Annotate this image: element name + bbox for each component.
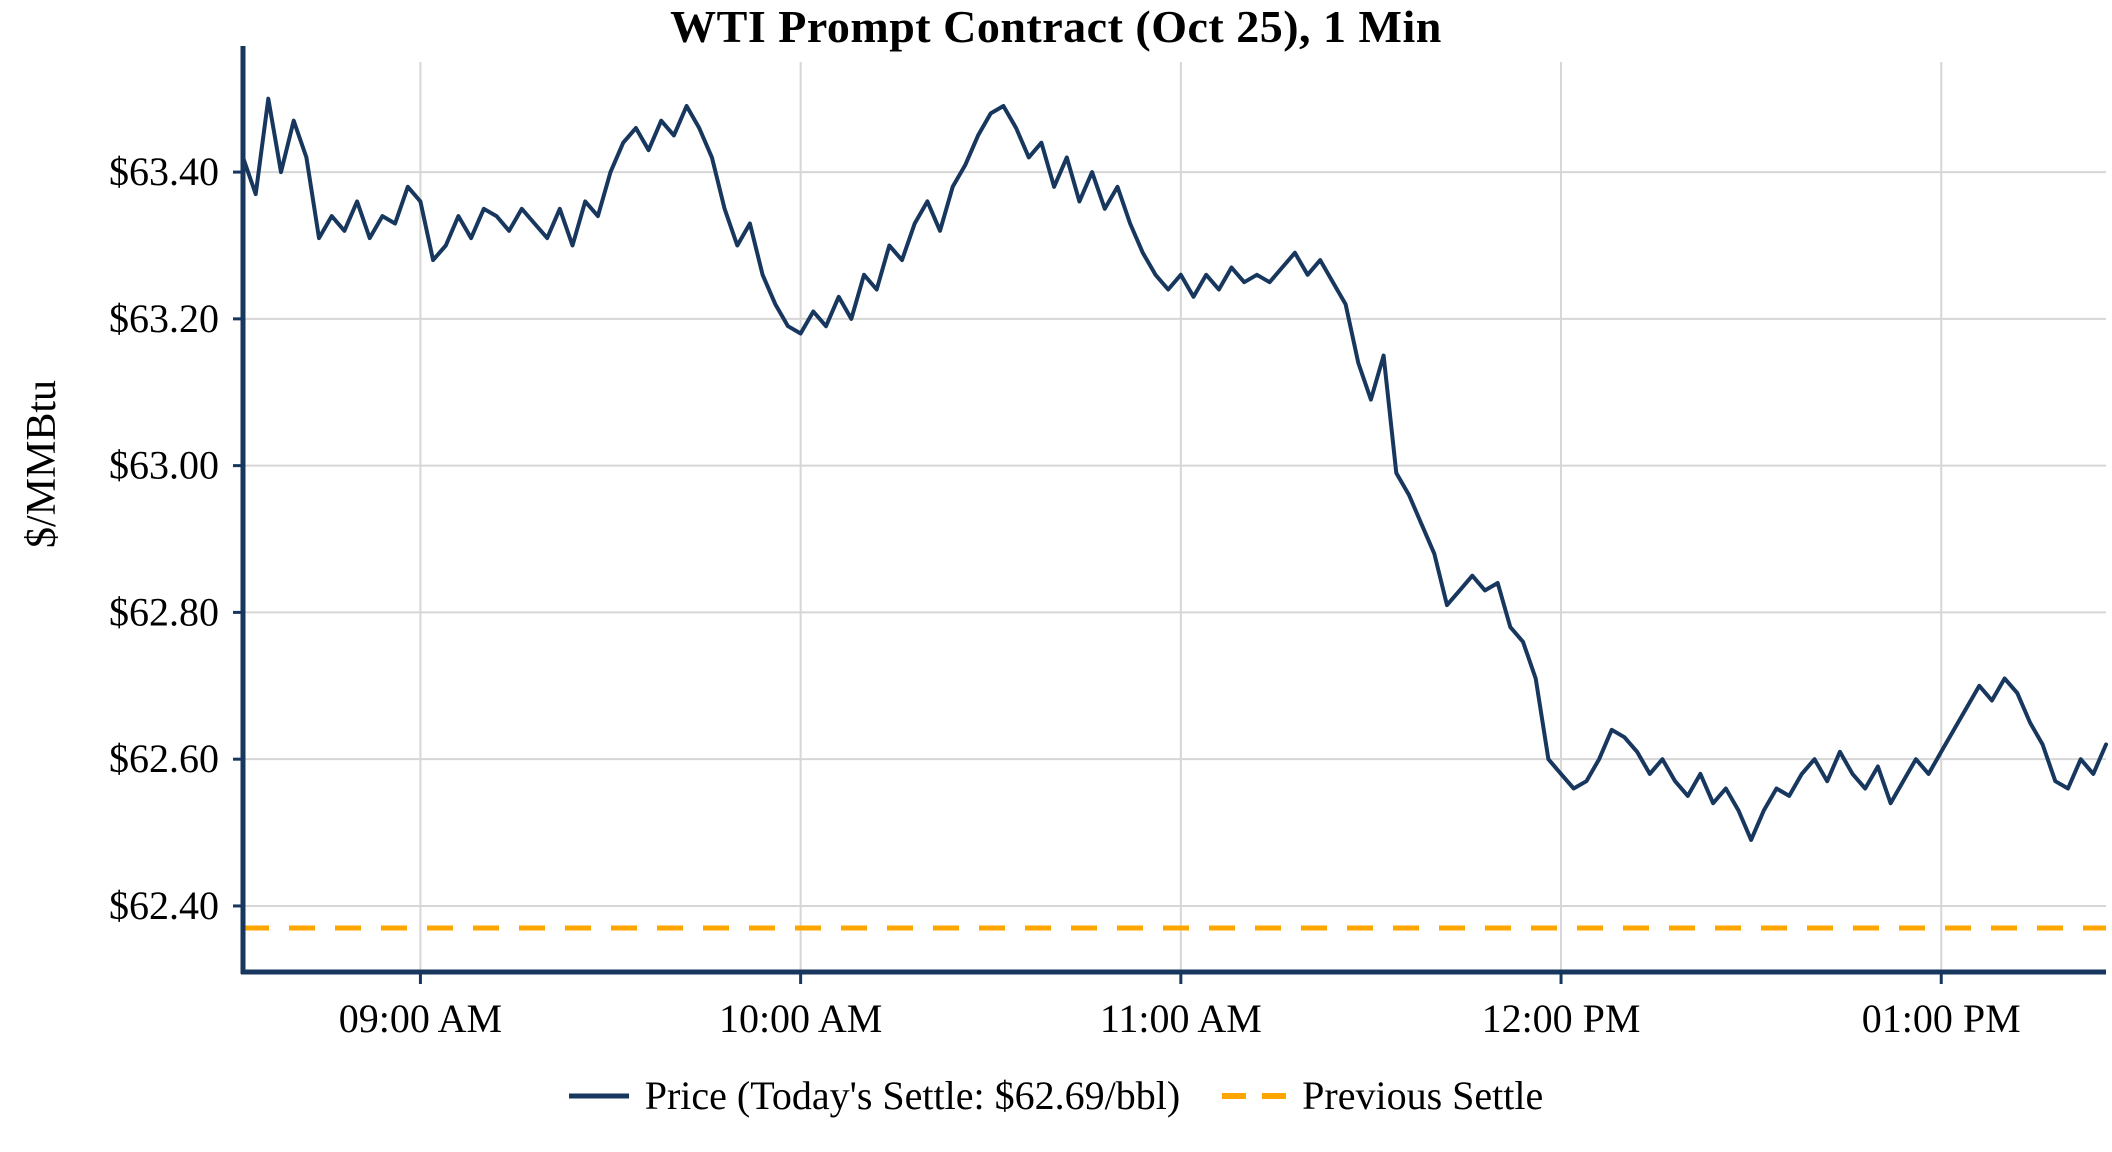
legend: Price (Today's Settle: $62.69/bbl) Previ…	[0, 1072, 2112, 1119]
x-tick-label: 01:00 PM	[1862, 996, 2021, 1041]
legend-label-price: Price (Today's Settle: $62.69/bbl)	[644, 1073, 1181, 1118]
y-tick-label: $63.00	[109, 443, 219, 488]
legend-label-previous-settle: Previous Settle	[1302, 1073, 1544, 1118]
y-tick-label: $63.20	[109, 296, 219, 341]
price-line	[241, 96, 2108, 842]
y-tick-label: $62.40	[109, 883, 219, 928]
x-tick-label: 09:00 AM	[339, 996, 502, 1041]
legend-item-previous-settle: Previous Settle	[1222, 1072, 1543, 1119]
y-tick-label: $63.40	[109, 149, 219, 194]
previous-settle-swatch-icon	[1222, 1092, 1287, 1099]
x-tick-label: 11:00 AM	[1100, 996, 1262, 1041]
x-tick-label: 12:00 PM	[1482, 996, 1641, 1041]
y-tick-label: $62.80	[109, 589, 219, 634]
price-line-swatch-icon	[568, 1093, 629, 1098]
y-tick-label: $62.60	[109, 736, 219, 781]
chart-title: WTI Prompt Contract (Oct 25), 1 Min	[670, 1, 1442, 52]
legend-item-price: Price (Today's Settle: $62.69/bbl)	[568, 1072, 1181, 1119]
x-tick-label: 10:00 AM	[719, 996, 882, 1041]
